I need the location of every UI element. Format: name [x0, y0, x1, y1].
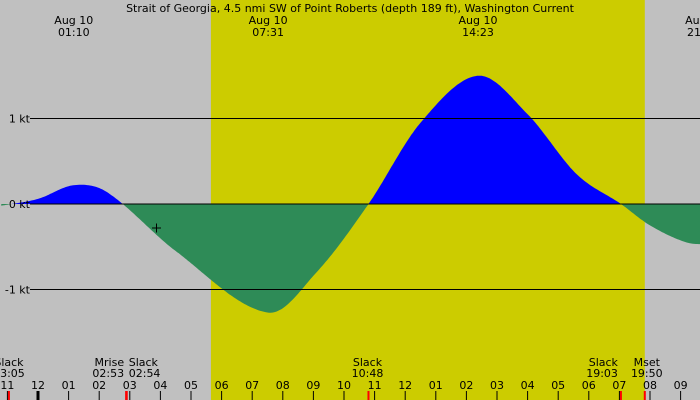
event-label-group: Slack23:05Mrise02:53Slack02:54Slack10:48… [0, 356, 663, 400]
top-time-label: 01:10 [58, 26, 90, 39]
top-date-label: Aug 10 [54, 14, 93, 27]
hour-tick-label: 08 [643, 379, 657, 392]
top-date-label: Aug 10 [249, 14, 288, 27]
event-time: 23:05 [0, 367, 25, 380]
event-time: 02:53 [92, 367, 124, 380]
flood-current-area [11, 184, 124, 204]
y-tick-label: -1 kt [5, 284, 31, 297]
y-tick-label-group: 1 kt 0 kt -1 kt [5, 113, 31, 297]
event-label: Mset [634, 356, 661, 369]
chart-title: Strait of Georgia, 4.5 nmi SW of Point R… [126, 2, 575, 15]
hour-tick-label: 12 [398, 379, 412, 392]
ebb-current-area [123, 204, 369, 313]
hour-tick-label: 11 [0, 379, 14, 392]
hour-tick-label: 12 [31, 379, 45, 392]
hour-tick-label: 08 [276, 379, 290, 392]
hour-tick-label: 09 [306, 379, 320, 392]
hour-tick-label: 02 [92, 379, 106, 392]
y-tick-label: 1 kt [9, 113, 31, 126]
hour-tick-label: 09 [674, 379, 688, 392]
event-label: Slack [589, 356, 619, 369]
ebb-current-area [620, 204, 700, 245]
y-tick-label: 0 kt [9, 198, 31, 211]
hour-tick-label: 07 [245, 379, 259, 392]
flood-current-area [368, 75, 621, 204]
hour-tick-label: 01 [62, 379, 76, 392]
hour-tick-label: 06 [215, 379, 229, 392]
top-time-label: 07:31 [252, 26, 284, 39]
top-date-label: Aug [685, 14, 700, 27]
ebb-current-area [1, 204, 13, 206]
event-time: 19:03 [586, 367, 618, 380]
event-label: Mrise [95, 356, 125, 369]
hour-tick-label: 04 [153, 379, 167, 392]
hour-tick-label: 05 [551, 379, 565, 392]
event-time: 10:48 [352, 367, 384, 380]
hour-tick-label: 10 [337, 379, 351, 392]
hour-tick-label: 03 [490, 379, 504, 392]
event-time: 19:50 [631, 367, 663, 380]
gridline-group [30, 118, 700, 290]
hour-tick-label: 03 [123, 379, 137, 392]
event-time: 02:54 [129, 367, 161, 380]
hour-tick-label: 04 [521, 379, 535, 392]
event-label: Slack [0, 356, 24, 369]
current-area-group [1, 75, 700, 313]
hour-tick-label: 01 [429, 379, 443, 392]
hour-tick-label: 02 [459, 379, 473, 392]
top-date-label: Aug 10 [459, 14, 498, 27]
hour-tick-label: 05 [184, 379, 198, 392]
event-label: Slack [353, 356, 383, 369]
hour-tick-label: 07 [612, 379, 626, 392]
event-label: Slack [129, 356, 159, 369]
hour-tick-label: 06 [582, 379, 596, 392]
hour-tick-label: 11 [368, 379, 382, 392]
top-time-label: 14:23 [462, 26, 494, 39]
top-time-label: 21: [687, 26, 700, 39]
hour-tick-group: 11 12 01 02 03 04 05 06 07 08 09 10 11 12 01 02 03 04 05 06… [0, 379, 688, 400]
crosshair-cursor [152, 223, 161, 233]
